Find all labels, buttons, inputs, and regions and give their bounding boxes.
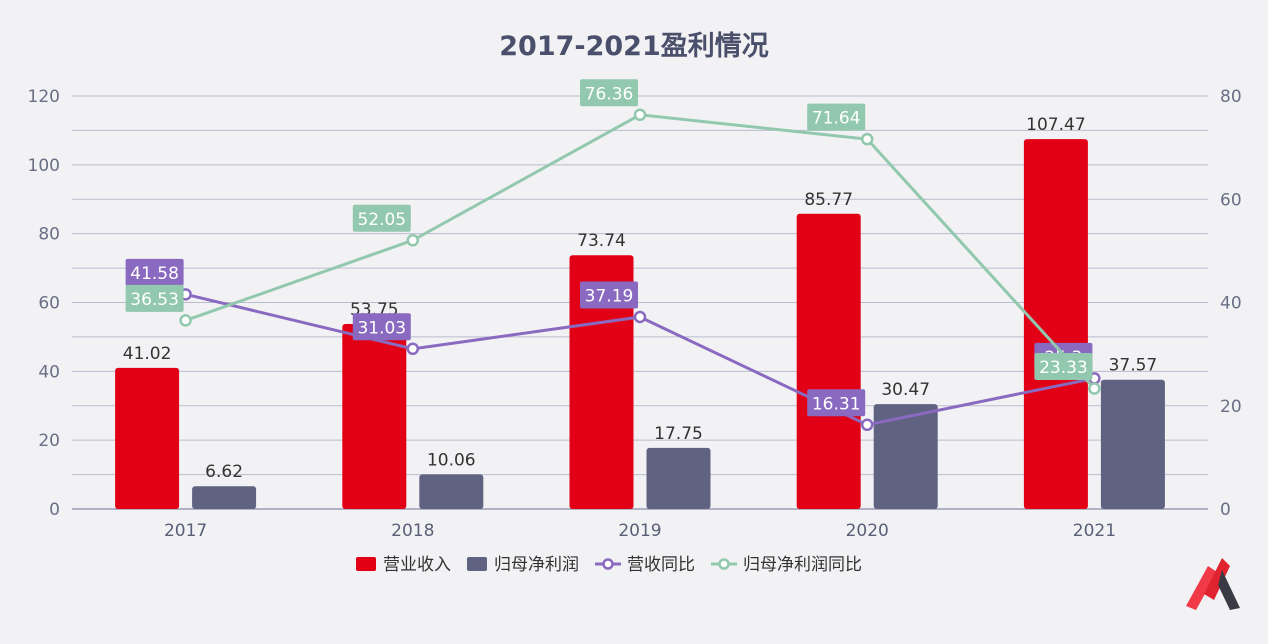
bar-net-profit bbox=[419, 474, 484, 509]
bar-net-profit bbox=[192, 486, 257, 509]
bar-revenue bbox=[342, 324, 407, 509]
point-revenue-yoy bbox=[860, 418, 874, 432]
left-tick-label: 20 bbox=[38, 431, 60, 451]
bar-revenue bbox=[115, 367, 180, 509]
bar-net-profit bbox=[1100, 379, 1165, 509]
badge-label-net-profit-yoy: 71.64 bbox=[812, 109, 861, 129]
brand-logo bbox=[1186, 558, 1240, 610]
legend-label: 营业收入 bbox=[383, 555, 451, 575]
left-axis: 0 20 40 60 80 100 120 bbox=[28, 87, 60, 520]
badge-net-profit-yoy bbox=[352, 204, 411, 232]
bar-value-label: 17.75 bbox=[654, 424, 703, 444]
legend-swatch-point bbox=[718, 558, 730, 570]
bar-net-profit bbox=[646, 447, 711, 509]
point-revenue-yoy bbox=[633, 310, 647, 324]
legend-swatch-point bbox=[602, 558, 614, 570]
point-net-profit-yoy bbox=[406, 234, 420, 247]
legend: 营业收入 归母净利润 营收同比 归母净利润同比 bbox=[356, 555, 862, 575]
line-net-profit-yoy bbox=[185, 113, 1096, 390]
badge-label-net-profit-yoy: 36.53 bbox=[130, 290, 179, 310]
right-tick-label: 80 bbox=[1220, 87, 1242, 107]
legend-label: 归母净利润 bbox=[494, 555, 579, 575]
badge-net-profit-yoy bbox=[580, 79, 638, 107]
legend-label: 归母净利润同比 bbox=[743, 555, 862, 575]
badge-net-profit-yoy bbox=[1034, 353, 1093, 381]
badge-net-profit-yoy bbox=[807, 103, 866, 131]
badge-label-net-profit-yoy: 52.05 bbox=[357, 210, 406, 230]
right-tick-label: 0 bbox=[1220, 500, 1231, 520]
category-label: 2017 bbox=[164, 521, 207, 541]
point-revenue-yoy bbox=[406, 342, 420, 356]
bars: 41.0253.7573.7485.77107.476.6210.0617.75… bbox=[115, 115, 1165, 510]
badge-label-revenue-yoy: 37.19 bbox=[585, 287, 634, 307]
point-net-profit-yoy bbox=[633, 108, 647, 122]
legend-label: 营收同比 bbox=[627, 555, 695, 575]
bar-value-label: 85.77 bbox=[804, 190, 853, 210]
badge-label-revenue-yoy: 31.03 bbox=[357, 318, 406, 338]
left-tick-label: 60 bbox=[38, 294, 60, 314]
bar-value-label: 30.47 bbox=[881, 380, 930, 400]
category-label: 2020 bbox=[846, 521, 889, 541]
point-net-profit-yoy bbox=[179, 314, 192, 327]
badge-revenue-yoy bbox=[807, 389, 866, 417]
category-label: 2019 bbox=[618, 521, 661, 541]
badge-label-net-profit-yoy: 76.36 bbox=[585, 84, 634, 104]
bar-value-label: 37.57 bbox=[1109, 356, 1158, 376]
left-tick-label: 80 bbox=[38, 225, 60, 245]
badge-label-revenue-yoy: 41.58 bbox=[130, 264, 179, 284]
bar-value-label: 6.62 bbox=[205, 462, 243, 482]
bar-revenue bbox=[1023, 139, 1088, 509]
left-tick-label: 0 bbox=[49, 500, 60, 520]
chart-title: 2017-2021盈利情况 bbox=[499, 31, 769, 62]
right-tick-label: 20 bbox=[1220, 397, 1242, 417]
left-tick-label: 40 bbox=[38, 362, 60, 382]
bar-value-label: 41.02 bbox=[123, 344, 172, 364]
legend-swatch bbox=[467, 557, 487, 571]
right-axis: 0 20 40 60 80 bbox=[1220, 87, 1242, 520]
category-axis: 2017 2018 2019 2020 2021 bbox=[164, 521, 1116, 541]
bar-net-profit bbox=[873, 404, 938, 509]
category-label: 2021 bbox=[1073, 521, 1116, 541]
badge-revenue-yoy bbox=[352, 313, 411, 341]
right-tick-label: 60 bbox=[1220, 190, 1242, 210]
grid-lines bbox=[72, 95, 1208, 510]
badge-revenue-yoy bbox=[580, 281, 638, 309]
point-net-profit-yoy bbox=[860, 132, 874, 146]
lines: 41.5831.0337.1916.3125.336.5352.0576.367… bbox=[125, 79, 1101, 432]
bar-value-label: 73.74 bbox=[577, 231, 626, 251]
bar-value-label: 10.06 bbox=[427, 450, 476, 470]
badge-revenue-yoy bbox=[125, 258, 184, 286]
right-tick-label: 40 bbox=[1220, 294, 1242, 314]
badge-label-net-profit-yoy: 23.33 bbox=[1039, 358, 1088, 378]
bar-revenue bbox=[796, 213, 861, 510]
bar-value-label: 107.47 bbox=[1026, 115, 1085, 135]
category-label: 2018 bbox=[391, 521, 434, 541]
badge-label-revenue-yoy: 16.31 bbox=[812, 394, 861, 414]
legend-swatch bbox=[356, 557, 376, 571]
left-tick-label: 100 bbox=[28, 156, 60, 176]
left-tick-label: 120 bbox=[28, 87, 60, 107]
badge-net-profit-yoy bbox=[125, 284, 184, 312]
point-net-profit-yoy bbox=[1088, 382, 1101, 395]
